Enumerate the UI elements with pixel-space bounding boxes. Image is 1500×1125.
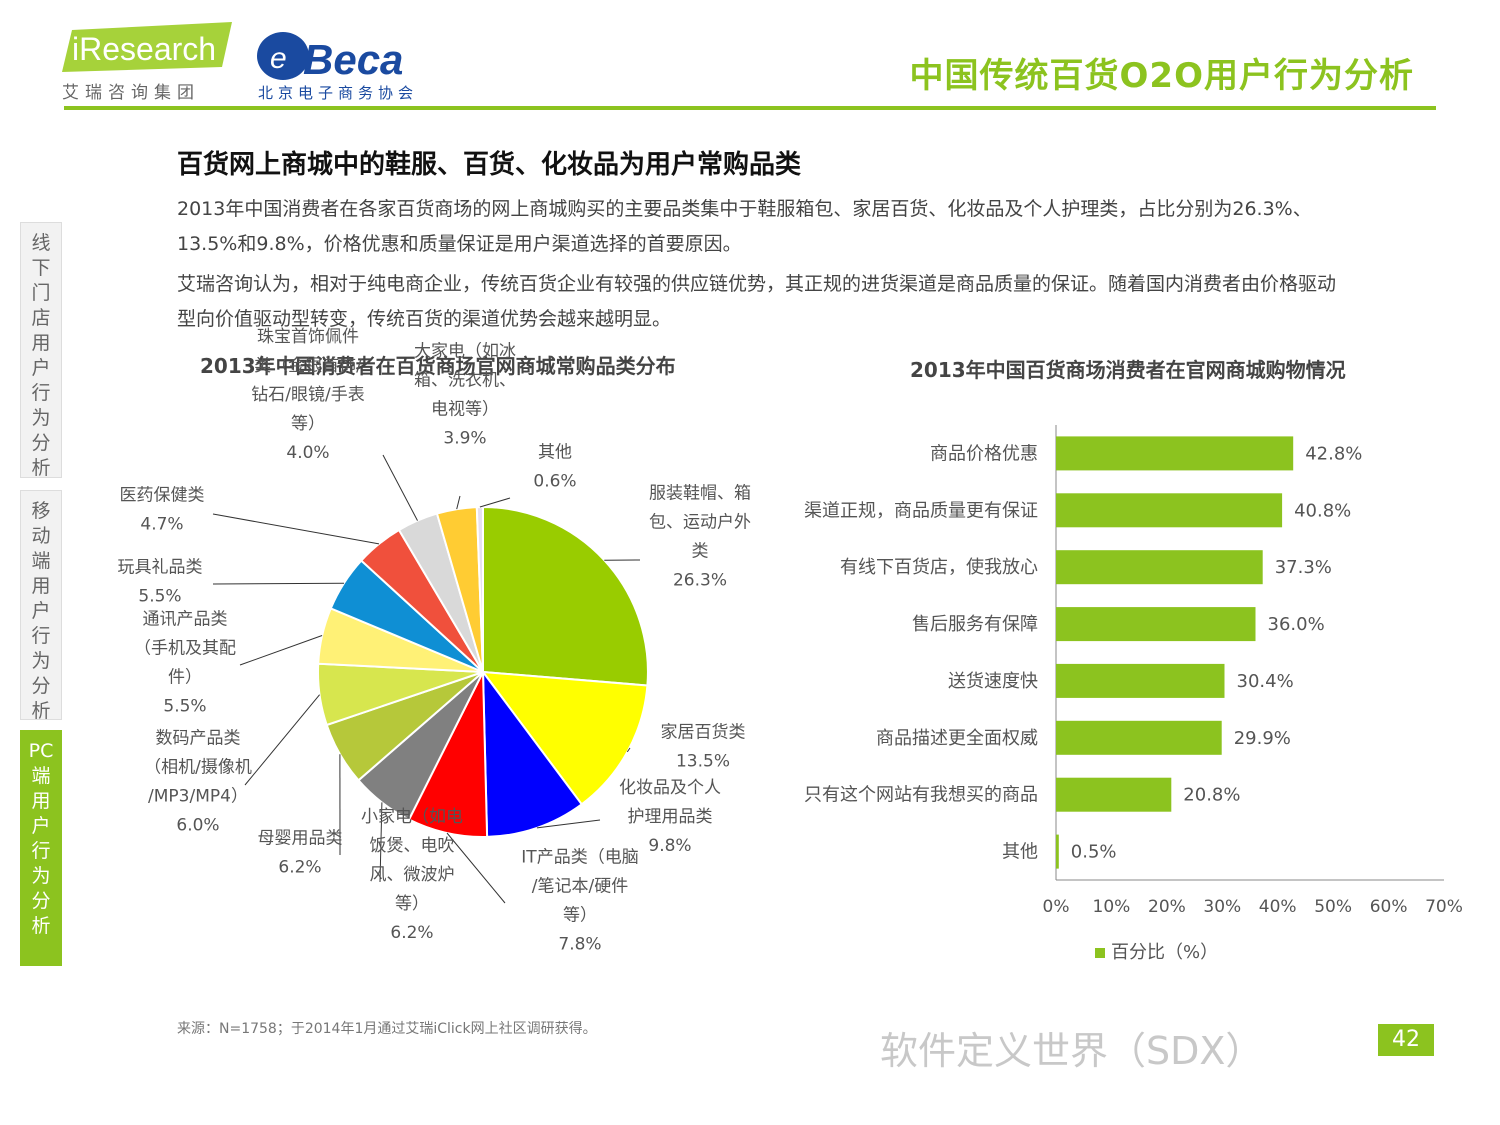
x-tick-label: 50% <box>1314 897 1352 917</box>
x-tick-label: 70% <box>1425 897 1463 917</box>
side-tab-label: PC 端用户行为分析 <box>28 740 54 937</box>
pie-leader-line <box>536 819 601 829</box>
bar <box>1056 834 1059 869</box>
watermark: 软件定义世界（SDX） <box>880 1029 1264 1073</box>
x-tick-label: 40% <box>1259 897 1297 917</box>
bar-category-label: 渠道正规，商品质量更有保证 <box>804 500 1038 521</box>
bar-value-label: 37.3% <box>1275 557 1332 578</box>
pie-leader-line <box>479 497 511 508</box>
legend-label: 百分比（%） <box>1111 942 1219 963</box>
bar <box>1056 607 1256 642</box>
pie-chart: 服装鞋帽、箱包、运动户外类 26.3% 家居百货类 13.5% 化妆品及个人护理用品类 9… <box>118 327 752 955</box>
side-tab-offline[interactable]: 线下门店用户行为分析 <box>20 222 62 479</box>
headline: 百货网上商城中的鞋服、百货、化妆品为用户常购品类 <box>177 150 802 180</box>
bar-value-label: 42.8% <box>1305 443 1362 464</box>
page-title: 中国传统百货O2O用户行为分析 <box>909 56 1414 96</box>
side-tab-label: 线下门店用户行为分析 <box>31 232 51 479</box>
pie-slice-label: 医药保健类 4.7% <box>120 486 205 535</box>
header-divider <box>64 106 1436 110</box>
pie-chart-title: 2013年中国消费者在百货商场官网商城常购品类分布 <box>200 354 676 378</box>
bar-category-label: 其他 <box>1002 842 1038 863</box>
pie-leader-line <box>239 635 323 666</box>
pie-slice-label: 服装鞋帽、箱包、运动户外类 26.3% <box>649 484 751 591</box>
pie-leader-line <box>379 802 383 883</box>
bar-value-label: 0.5% <box>1071 842 1117 863</box>
x-tick-label: 20% <box>1148 897 1186 917</box>
pie-slice-label: 小家电（如电饭煲、电吹风、微波炉等） 6.2% <box>361 807 463 943</box>
pie-leader-line <box>456 495 461 510</box>
bar-category-label: 只有这个网站有我想买的商品 <box>804 785 1038 806</box>
x-tick-label: 60% <box>1370 897 1408 917</box>
pie-slice-label: IT产品类（电脑/笔记本/硬件等） 7.8% <box>521 848 638 955</box>
pie-slice-label: 其他 0.6% <box>533 443 576 492</box>
pie-slice-label: 数码产品类（相机/摄像机/MP3/MP4） 6.0% <box>144 729 252 836</box>
pie-leader-line <box>244 694 320 786</box>
pie-leader-line <box>626 747 631 753</box>
pie-slice <box>480 670 649 806</box>
bar-category-label: 送货速度快 <box>948 671 1038 692</box>
bar-value-label: 29.9% <box>1234 728 1291 749</box>
page-number: 42 <box>1378 1024 1434 1056</box>
beca-logo-subtitle: 北京电子商务协会 <box>258 84 419 102</box>
iresearch-logo: iResearch <box>62 22 232 72</box>
pie-slice-label: 玩具礼品类 5.5% <box>118 558 203 607</box>
svg-text:e: e <box>270 42 287 75</box>
beca-logo: e Beca <box>257 32 403 83</box>
bar-category-label: 有线下百货店，使我放心 <box>840 557 1038 578</box>
iresearch-logo-subtitle: 艾瑞咨询集团 <box>62 83 200 103</box>
source-note: 来源：N=1758；于2014年1月通过艾瑞iClick网上社区调研获得。 <box>177 1021 597 1037</box>
bar-chart-title: 2013年中国百货商场消费者在官网商城购物情况 <box>910 358 1346 382</box>
x-tick-label: 10% <box>1093 897 1131 917</box>
pie-slice-label: 母婴用品类 6.2% <box>258 829 343 878</box>
pie-leader-line <box>382 454 418 521</box>
pie-slice-label: 大家电（如冰箱、洗衣机、电视等） 3.9% <box>414 342 516 449</box>
bar <box>1056 493 1283 528</box>
pie-slice-label: 珠宝首饰佩件类（金银首饰/钻石/眼镜/手表等） 4.0% <box>251 327 364 463</box>
bar-value-label: 36.0% <box>1268 614 1325 635</box>
x-tick-label: 0% <box>1043 897 1070 917</box>
pie-slice-label: 家居百货类 13.5% <box>661 723 746 772</box>
side-tab-label: 移动端用户行为分析 <box>31 500 51 722</box>
beca-logo-text: Beca <box>303 36 403 83</box>
bar <box>1056 720 1222 755</box>
bar <box>1056 777 1172 812</box>
bar-chart: 商品价格优惠 42.8% 渠道正规，商品质量更有保证 40.8% 有线下百货店，使我放心… <box>804 425 1463 917</box>
x-tick-label: 30% <box>1203 897 1241 917</box>
bar <box>1056 550 1263 585</box>
bar-category-label: 商品价格优惠 <box>930 443 1038 464</box>
iresearch-logo-text: iResearch <box>72 31 216 67</box>
bar-category-label: 售后服务有保障 <box>912 614 1038 635</box>
side-tab-pc[interactable]: PC 端用户行为分析 <box>20 730 62 966</box>
legend-swatch <box>1095 948 1105 958</box>
bar-value-label: 40.8% <box>1294 500 1351 521</box>
bar-chart-legend: 百分比（%） <box>1095 938 1218 964</box>
pie-slice <box>482 505 649 687</box>
paragraph-2: 艾瑞咨询认为，相对于纯电商企业，传统百货企业有较强的供应链优势，其正规的进货渠道… <box>177 273 1337 330</box>
side-tab-mobile[interactable]: 移动端用户行为分析 <box>20 490 62 722</box>
pie-slice-label: 通讯产品类（手机及其配件） 5.5% <box>134 610 236 717</box>
pie-leader-line <box>212 582 345 585</box>
paragraph-1: 2013年中国消费者在各家百货商场的网上商城购买的主要品类集中于鞋服箱包、家居百… <box>177 198 1312 255</box>
bar-value-label: 20.8% <box>1183 785 1240 806</box>
pie-leader-line <box>446 832 506 904</box>
bar <box>1056 436 1294 471</box>
pie-slice <box>475 505 484 673</box>
bar-value-label: 30.4% <box>1237 671 1294 692</box>
pie-leader-line <box>212 513 380 545</box>
bar-category-label: 商品描述更全面权威 <box>876 728 1038 749</box>
pie-slice-label: 化妆品及个人护理用品类 9.8% <box>619 778 721 856</box>
bar <box>1056 663 1225 698</box>
